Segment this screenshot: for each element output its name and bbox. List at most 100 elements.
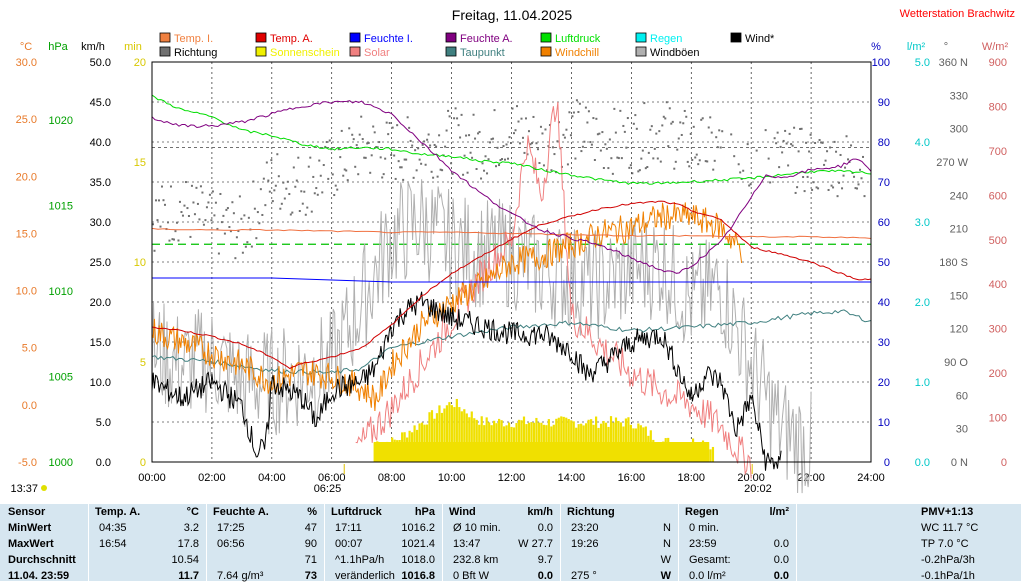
direction-point [614,131,617,134]
direction-point [181,214,184,217]
direction-point [393,154,396,157]
direction-point [231,201,234,204]
direction-point [426,138,429,141]
direction-point [634,114,637,117]
tick-solar_wm2: 500 [989,235,1007,247]
direction-point [175,221,178,224]
direction-point [578,102,581,105]
direction-point [526,153,529,156]
series-solar [355,102,752,479]
direction-point [832,186,835,189]
tick-wind_kmh: 15.0 [90,337,111,349]
direction-point [670,122,673,125]
sunshine-bar [587,419,590,462]
direction-point [481,162,484,165]
cell-value: 73 [304,570,317,582]
sunrise-time: 06:25 [314,483,342,495]
tick-x: 16:00 [618,472,646,484]
direction-point [486,172,489,175]
sunshine-bars [373,398,715,462]
direction-point [289,213,292,216]
direction-point [817,187,820,190]
direction-point [471,156,474,159]
direction-point [863,195,866,198]
direction-point [814,142,817,145]
sunshine-bar [475,419,478,462]
sunshine-bar [535,417,538,462]
series-windb-en [151,179,812,494]
direction-point [343,168,346,171]
sunshine-bar [520,420,523,462]
cell-value: 9.7 [537,554,553,566]
direction-point [274,184,277,187]
cell-value: 11.7 [178,570,199,582]
direction-point [800,127,803,130]
direction-point [517,120,520,123]
direction-point [432,176,435,179]
cell-value: 0.0 [537,522,553,534]
direction-point [219,192,222,195]
direction-point [477,132,480,135]
direction-point [468,134,471,137]
column-temp: Temp. A. °C 04:35 3.2 16:54 17.8 10.54 11.7 [88,504,207,582]
sunshine-bar [463,409,466,462]
tick-wind_kmh: 0.0 [96,457,111,469]
pmv-cell: -0.1hPa/1h [921,570,975,582]
tick-dir_deg: 300 [950,124,968,136]
direction-point [325,141,328,144]
direction-point [638,169,641,172]
direction-point [357,173,360,176]
direction-point [652,157,655,160]
direction-point [575,99,578,102]
direction-point [683,109,686,112]
legend-swatch [255,46,267,57]
direction-point [505,143,508,146]
tick-solar_wm2: 0 [1001,457,1007,469]
direction-point [836,195,839,198]
direction-point [518,142,521,145]
direction-point [415,169,418,172]
direction-point [562,133,565,136]
column-unit: hPa [414,506,435,518]
direction-point [336,188,339,191]
direction-point [686,160,689,163]
direction-point [270,159,273,162]
direction-point [682,122,685,125]
direction-point [195,186,198,189]
direction-point [397,160,400,163]
direction-point [420,162,423,165]
sunshine-bar [460,411,463,462]
legend-swatch [255,32,267,43]
cell-time: 16:54 [99,538,127,550]
column-pmv: PMV+1:13 WC 11.7 °C TP 7.0 °C -0.2hPa/3h -0.… [796,504,1021,582]
sunshine-bar [517,419,521,462]
direction-point [619,109,622,112]
tick-hum_pct: 80 [878,137,890,149]
tick-dir_deg: 0 N [951,457,968,469]
cell-value: 10.54 [171,554,199,566]
cell-value: 0.0 [773,538,789,550]
sunshine-bar [570,420,573,462]
direction-point [276,153,279,156]
direction-point [495,165,498,168]
tick-x: 18:00 [677,472,705,484]
tick-solar_wm2: 100 [989,413,1007,425]
direction-point [773,137,776,140]
chart-markers: 06:25 20:02 13:37 [10,464,772,495]
cell-time: veränderlich [335,570,395,582]
sunshine-bar [614,417,618,462]
tick-temp_c: 5.0 [22,343,37,355]
direction-point [451,172,454,175]
direction-point [280,202,283,205]
cell-time: 23:59 [689,538,717,550]
direction-point [213,214,216,217]
direction-point [286,180,289,183]
cell-time: 06:56 [217,538,245,550]
axis-unit-dir_deg: ° [944,41,948,53]
direction-point [857,183,860,186]
direction-point [673,167,676,170]
sunshine-bar [555,418,558,462]
direction-point [436,175,439,178]
tick-sun_min: 15 [134,157,146,169]
direction-point [704,160,707,163]
